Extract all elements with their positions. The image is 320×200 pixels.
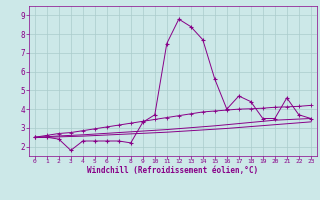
X-axis label: Windchill (Refroidissement éolien,°C): Windchill (Refroidissement éolien,°C) xyxy=(87,166,258,175)
